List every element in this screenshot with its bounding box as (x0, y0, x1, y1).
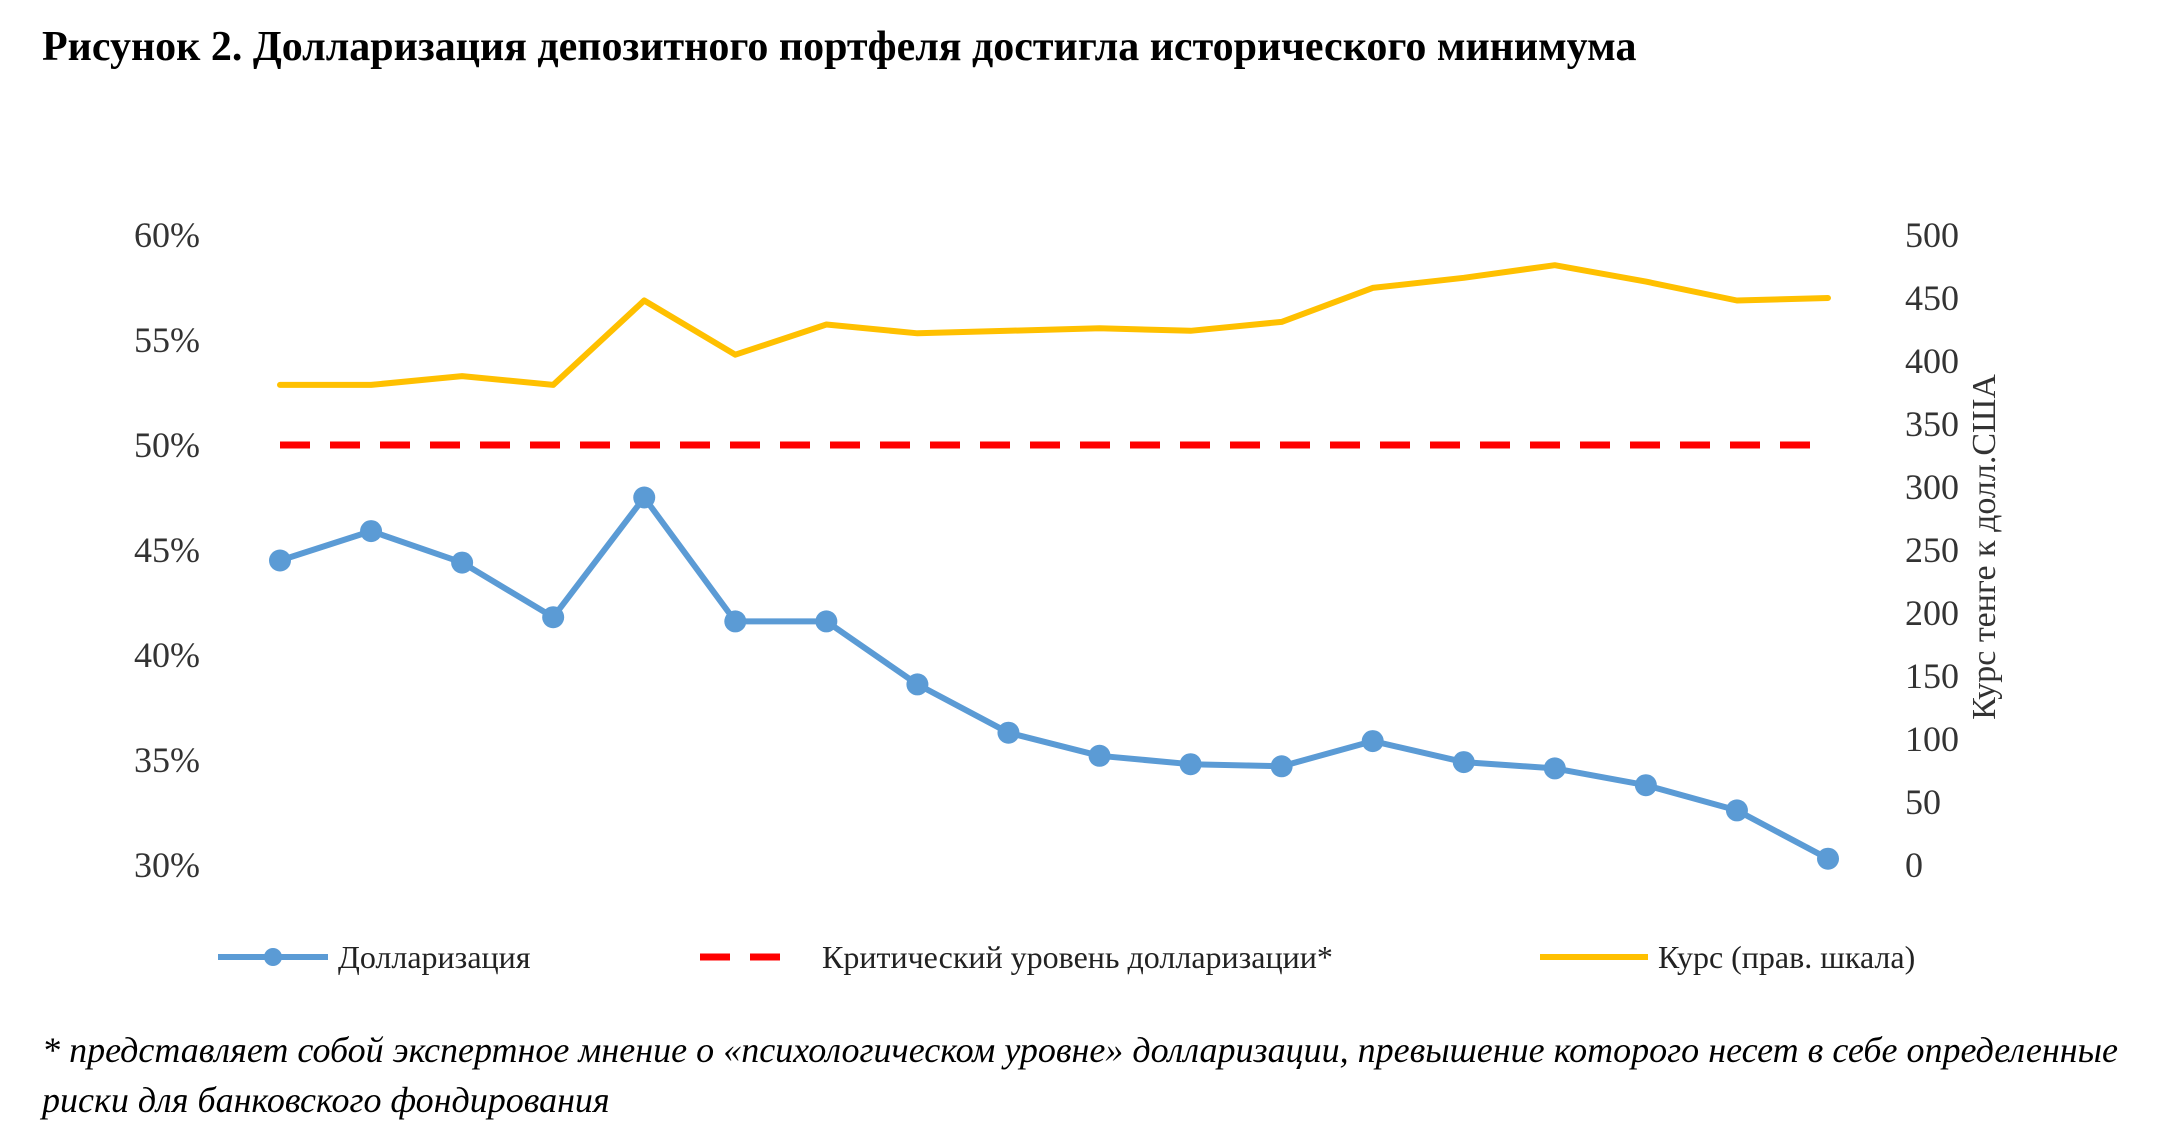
series-line-dollarization (277, 494, 1831, 862)
right-tick-label: 200 (1905, 593, 1959, 633)
legend-marker-dollarization (264, 948, 282, 966)
legend-item-dollarization: Долларизация (218, 939, 531, 975)
right-tick-label: 0 (1905, 845, 1923, 885)
right-tick-label: 250 (1905, 530, 1959, 570)
series-layer (269, 262, 1839, 870)
left-tick-label: 50% (134, 425, 200, 465)
footnote: * представляет собой экспертное мнение о… (42, 1030, 2118, 1120)
left-tick-label: 55% (134, 320, 200, 360)
data-point-dollarization (451, 551, 474, 574)
chart: 30% 35% 40% 45% 50% 55% 60% 0 50 100 150 200 250 300… (134, 215, 2003, 975)
series-line-exchange-rate (277, 262, 1831, 388)
legend: Долларизация Критический уровень доллари… (218, 939, 1915, 975)
data-point-dollarization (269, 549, 291, 572)
data-point-dollarization (997, 721, 1020, 744)
right-axis-ticks: 0 50 100 150 200 250 300 350 400 450 500 (1905, 215, 1959, 885)
data-point-dollarization (1361, 730, 1384, 753)
data-point-dollarization (1817, 847, 1839, 870)
left-axis-ticks: 30% 35% 40% 45% 50% 55% 60% (134, 215, 200, 885)
legend-item-exchange-rate: Курс (прав. шкала) (1540, 939, 1915, 975)
right-axis-title: Курс тенге к долл.США (1966, 374, 2003, 720)
data-point-dollarization (906, 673, 929, 696)
legend-label-critical-level: Критический уровень долларизации* (822, 939, 1333, 975)
data-point-dollarization (1634, 774, 1657, 797)
right-tick-label: 400 (1905, 341, 1959, 381)
data-point-dollarization (1543, 757, 1566, 780)
right-tick-label: 450 (1905, 278, 1959, 318)
data-point-dollarization (1179, 753, 1202, 776)
legend-label-dollarization: Долларизация (338, 939, 531, 975)
right-tick-label: 300 (1905, 467, 1959, 507)
right-tick-label: 50 (1905, 782, 1941, 822)
data-point-dollarization (1088, 744, 1111, 767)
legend-item-critical-level: Критический уровень долларизации* (700, 939, 1333, 975)
data-point-dollarization (1725, 799, 1748, 822)
left-tick-label: 30% (134, 845, 200, 885)
data-point-dollarization (633, 486, 656, 509)
left-tick-label: 40% (134, 635, 200, 675)
data-point-dollarization (542, 606, 565, 629)
right-tick-label: 350 (1905, 404, 1959, 444)
right-tick-label: 150 (1905, 656, 1959, 696)
legend-label-exchange-rate: Курс (прав. шкала) (1658, 939, 1915, 975)
data-point-dollarization (360, 520, 383, 543)
left-tick-label: 35% (134, 740, 200, 780)
data-point-dollarization (1452, 751, 1475, 774)
right-tick-label: 500 (1905, 215, 1959, 255)
right-tick-label: 100 (1905, 719, 1959, 759)
left-tick-label: 45% (134, 530, 200, 570)
chart-title: Рисунок 2. Долларизация депозитного порт… (42, 24, 1637, 70)
data-point-dollarization (724, 610, 747, 633)
data-point-dollarization (1270, 755, 1293, 778)
left-tick-label: 60% (134, 215, 200, 255)
data-point-dollarization (815, 610, 838, 633)
